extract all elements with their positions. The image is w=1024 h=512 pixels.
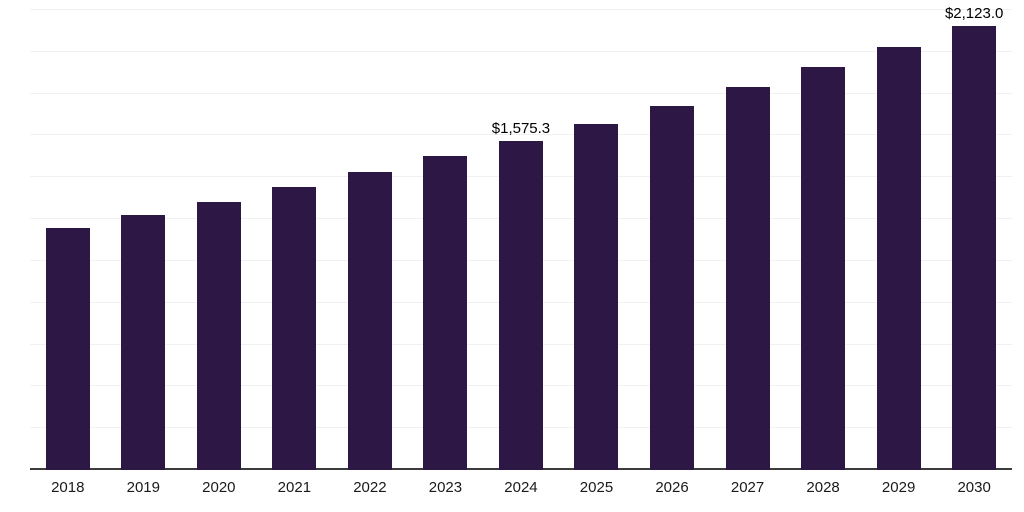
x-axis: 2018 2019 2020 2021 2022 2023 2024 2025 2026 2027…	[30, 468, 1012, 512]
x-tick-2021: 2021	[277, 479, 312, 496]
x-tick-2030: 2030	[957, 479, 991, 496]
bar-2019	[121, 214, 166, 470]
bar-2023	[423, 156, 468, 470]
data-label-2024: $1,575.3	[491, 119, 551, 137]
gridline	[30, 50, 1012, 52]
bar-2018	[45, 228, 90, 470]
x-tick-2023: 2023	[428, 479, 463, 496]
x-tick-2020: 2020	[202, 479, 236, 496]
x-tick-2027: 2027	[730, 479, 765, 496]
bar-column-2019	[106, 10, 182, 470]
gridline	[30, 9, 1012, 10]
x-tick-2018: 2018	[51, 479, 85, 496]
bar-2030: $2,123.0	[945, 5, 1003, 470]
x-tick-2024: 2024	[504, 479, 538, 496]
bar-column-2026	[634, 10, 710, 470]
bar-column-2024: $1,575.3	[483, 10, 559, 470]
bar-2027	[725, 87, 770, 470]
bar-column-2022	[332, 10, 408, 470]
bar-2021	[272, 187, 317, 470]
bar-column-2030: $2,123.0	[936, 5, 1012, 470]
bar-column-2020	[181, 10, 257, 470]
gridline	[30, 134, 1012, 136]
bar-2029	[876, 46, 921, 470]
bar-column-2021	[257, 10, 333, 470]
x-tick-2026: 2026	[655, 479, 689, 496]
bar-column-2025	[559, 10, 635, 470]
bar-column-2028	[785, 10, 861, 470]
bar-2028	[801, 67, 846, 470]
bar-2026	[650, 106, 695, 470]
x-tick-2022: 2022	[353, 479, 387, 496]
data-label-2030: $2,123.0	[944, 5, 1004, 23]
bar-2025	[574, 123, 619, 470]
bar-column-2029	[861, 10, 937, 470]
bar-column-2018	[30, 10, 106, 470]
bar-column-2023	[408, 10, 484, 470]
x-tick-2029: 2029	[881, 479, 916, 496]
x-tick-2019: 2019	[126, 479, 160, 496]
bar-2020	[196, 201, 241, 470]
bar-2024: $1,575.3	[492, 120, 550, 470]
gridline	[30, 92, 1012, 94]
bar-column-2027	[710, 10, 786, 470]
x-tick-2028: 2028	[806, 479, 840, 496]
bar-2022	[347, 172, 392, 470]
x-tick-2025: 2025	[579, 479, 614, 496]
plot-area: $1,575.3 $2,123.0	[30, 5, 1012, 470]
